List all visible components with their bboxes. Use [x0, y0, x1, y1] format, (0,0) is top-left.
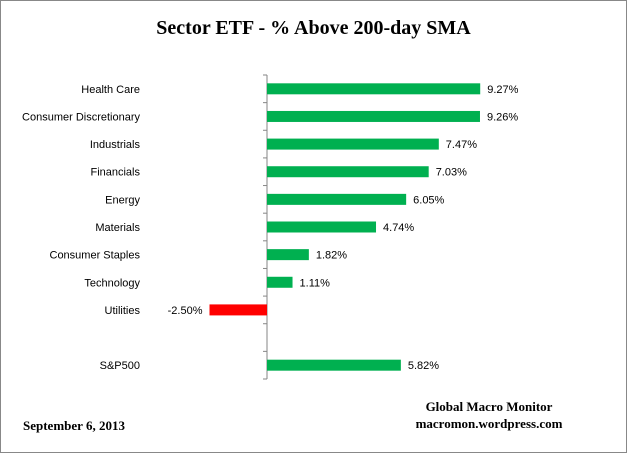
- source-url: macromon.wordpress.com: [415, 416, 563, 431]
- category-label: Health Care: [81, 84, 140, 96]
- bar: [209, 304, 267, 316]
- data-label: 7.03%: [436, 167, 467, 179]
- bar: [267, 249, 309, 261]
- category-label: S&P500: [100, 360, 140, 372]
- data-label: 6.05%: [413, 194, 444, 206]
- bar: [267, 166, 429, 178]
- bar: [267, 83, 481, 95]
- source-credit: Global Macro Monitor macromon.wordpress.…: [389, 398, 589, 432]
- category-label: Technology: [84, 277, 140, 289]
- data-label: -2.50%: [168, 305, 203, 317]
- category-label: Materials: [95, 222, 140, 234]
- category-label: Energy: [105, 194, 140, 206]
- bar: [267, 193, 407, 205]
- chart-title: Sector ETF - % Above 200-day SMA: [156, 17, 471, 39]
- data-label: 1.82%: [316, 250, 347, 262]
- data-label: 4.74%: [383, 222, 414, 234]
- category-label: Financials: [90, 167, 140, 179]
- category-label: Industrials: [90, 139, 141, 151]
- bar: [267, 276, 293, 288]
- date-label: September 6, 2013: [23, 418, 125, 433]
- data-label: 5.82%: [408, 360, 439, 372]
- category-label: Consumer Staples: [50, 250, 141, 262]
- data-label: 7.47%: [446, 139, 477, 151]
- category-label: Consumer Discretionary: [22, 111, 140, 123]
- data-label: 9.27%: [487, 84, 518, 96]
- source-name: Global Macro Monitor: [425, 399, 553, 414]
- data-label: 1.11%: [300, 277, 331, 289]
- data-label: 9.26%: [487, 111, 518, 123]
- category-label: Utilities: [105, 305, 141, 317]
- bar: [267, 359, 401, 371]
- bar: [267, 138, 439, 150]
- bar: [267, 221, 377, 233]
- bar: [267, 110, 480, 122]
